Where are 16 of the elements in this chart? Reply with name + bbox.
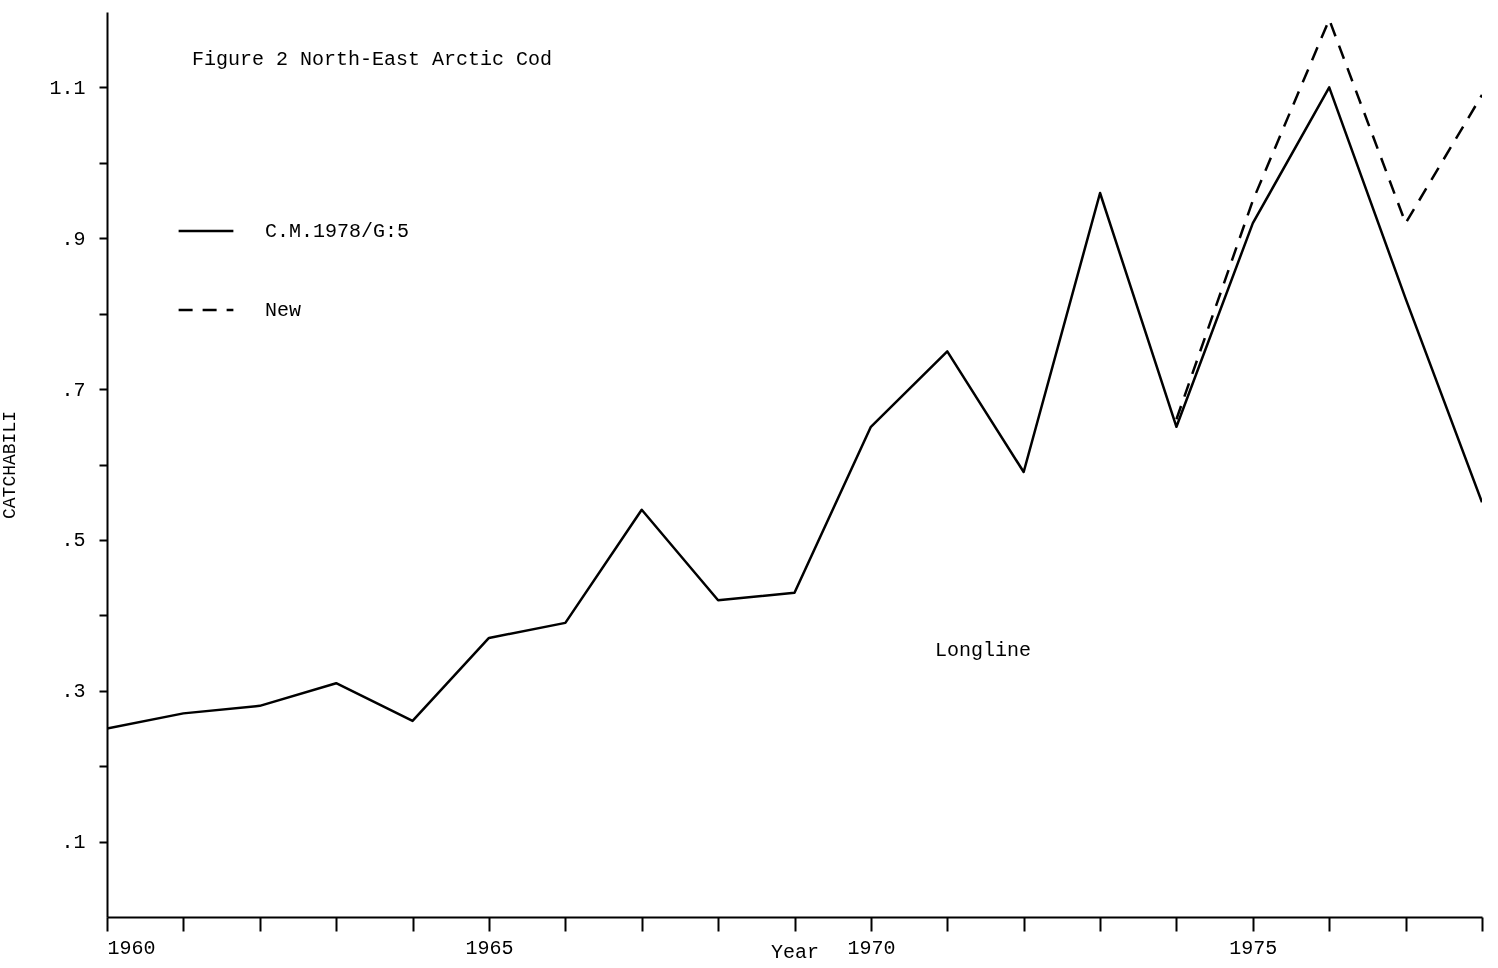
x-tick-label: 1970: [847, 936, 896, 960]
y-tick-label: .3: [61, 680, 86, 704]
x-axis-title: Year: [770, 940, 820, 964]
y-tick-label: 1.1: [49, 76, 86, 100]
legend-label: C.M.1978/G:5: [265, 220, 410, 243]
y-tick-label: .5: [61, 529, 86, 553]
y-tick-label: .7: [61, 378, 86, 402]
annotation: Longline: [935, 639, 1032, 662]
x-tick-label: 1960: [107, 936, 156, 960]
x-tick-label: 1975: [1229, 936, 1278, 960]
y-tick-label: .1: [61, 831, 86, 855]
text: Figure 2 North-East Arctic Cod: [192, 48, 553, 71]
legend-label: New: [265, 299, 302, 322]
y-tick-label: .9: [61, 227, 86, 251]
y-axis-title: CATCHABILI: [0, 410, 21, 520]
x-tick-label: 1965: [465, 936, 514, 960]
